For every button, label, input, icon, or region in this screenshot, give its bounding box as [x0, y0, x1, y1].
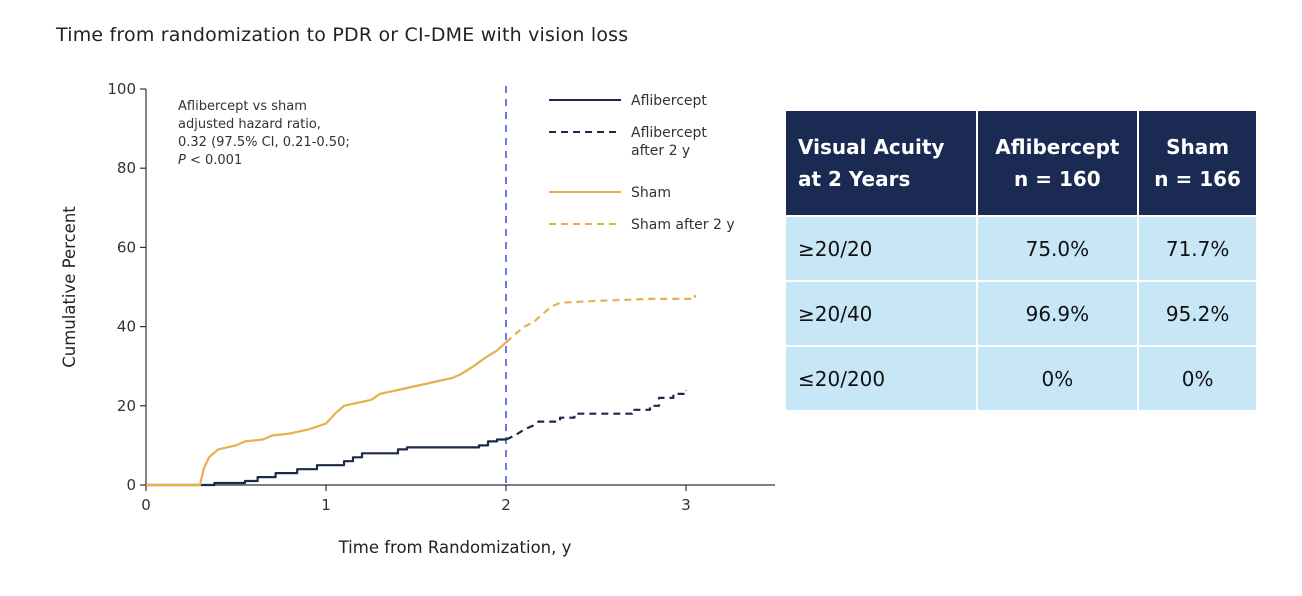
series-line-sham [146, 341, 507, 487]
table-cell-sham: 95.2% [1139, 280, 1256, 345]
table-header-row: Visual Acuity at 2 Years Aflibercept n =… [786, 111, 1256, 215]
annotation-p-label: P [178, 153, 186, 168]
y-tick-label: 100 [107, 80, 136, 98]
table-cell-aflibercept: 96.9% [977, 280, 1140, 345]
visual-acuity-table: Visual Acuity at 2 Years Aflibercept n =… [786, 111, 1256, 410]
table-header-aflibercept: Aflibercept n = 160 [977, 111, 1140, 215]
annotation-line: adjusted hazard ratio, [178, 117, 321, 132]
legend-item-label: Aflibercept [631, 93, 707, 109]
y-tick-label: 80 [117, 159, 136, 177]
y-tick-label: 40 [117, 318, 136, 336]
y-axis-label: Cumulative Percent [60, 206, 79, 368]
table-cell-acuity: ≥20/20 [786, 215, 978, 280]
table-cell-aflibercept: 75.0% [977, 215, 1140, 280]
table-cell-acuity: ≥20/40 [786, 280, 978, 345]
annotation-line: Aflibercept vs sham [178, 99, 307, 114]
series-lines [146, 294, 697, 487]
annotation-p-value: P < 0.001 [178, 153, 242, 168]
x-axis-label: Time from Randomization, y [338, 538, 572, 557]
legend-item-label: Aflibercept after 2 y [631, 125, 707, 159]
y-tick-label: 0 [126, 476, 136, 494]
table-cell-sham: 0% [1139, 345, 1256, 410]
series-line-sham-after-2-y [505, 294, 697, 344]
table-cell-aflibercept: 0% [977, 345, 1140, 410]
annotation-line: 0.32 (97.5% CI, 0.21-0.50; [178, 135, 350, 150]
table-cell-sham: 71.7% [1139, 215, 1256, 280]
kaplan-meier-chart: 0 20 40 60 80 100 0 1 2 3 Time from Randomization,… [60, 80, 775, 557]
x-tick-label: 3 [681, 496, 691, 514]
chart-legend: Aflibercept Aflibercept after 2 y Sham Sham … [549, 93, 735, 233]
table-row: ≥20/20 75.0% 71.7% [786, 215, 1256, 280]
chart-axes: 0 20 40 60 80 100 0 1 2 3 Time from Randomization,… [60, 80, 775, 557]
table-row: ≤20/200 0% 0% [786, 345, 1256, 410]
table-header-sham: Sham n = 166 [1139, 111, 1256, 215]
page-title: Time from randomization to PDR or CI-DME… [56, 24, 629, 46]
legend-label-line: Aflibercept [631, 125, 707, 141]
legend-item-label: Sham after 2 y [631, 217, 735, 233]
x-tick-label: 1 [321, 496, 331, 514]
legend-label-line: after 2 y [631, 143, 690, 159]
x-tick-label: 2 [501, 496, 511, 514]
hazard-ratio-annotation: Aflibercept vs sham adjusted hazard ratio… [178, 99, 350, 168]
series-line-aflibercept [146, 438, 506, 487]
y-tick-label: 60 [117, 238, 136, 256]
table-cell-acuity: ≤20/200 [786, 345, 978, 410]
y-tick-label: 20 [117, 397, 136, 415]
table-row: ≥20/40 96.9% 95.2% [786, 280, 1256, 345]
table-header-visual-acuity: Visual Acuity at 2 Years [786, 111, 978, 215]
legend-item-label: Sham [631, 185, 671, 201]
x-tick-label: 0 [141, 496, 151, 514]
annotation-p-text: < 0.001 [186, 153, 242, 168]
series-line-aflibercept-after-2-y [505, 390, 688, 441]
